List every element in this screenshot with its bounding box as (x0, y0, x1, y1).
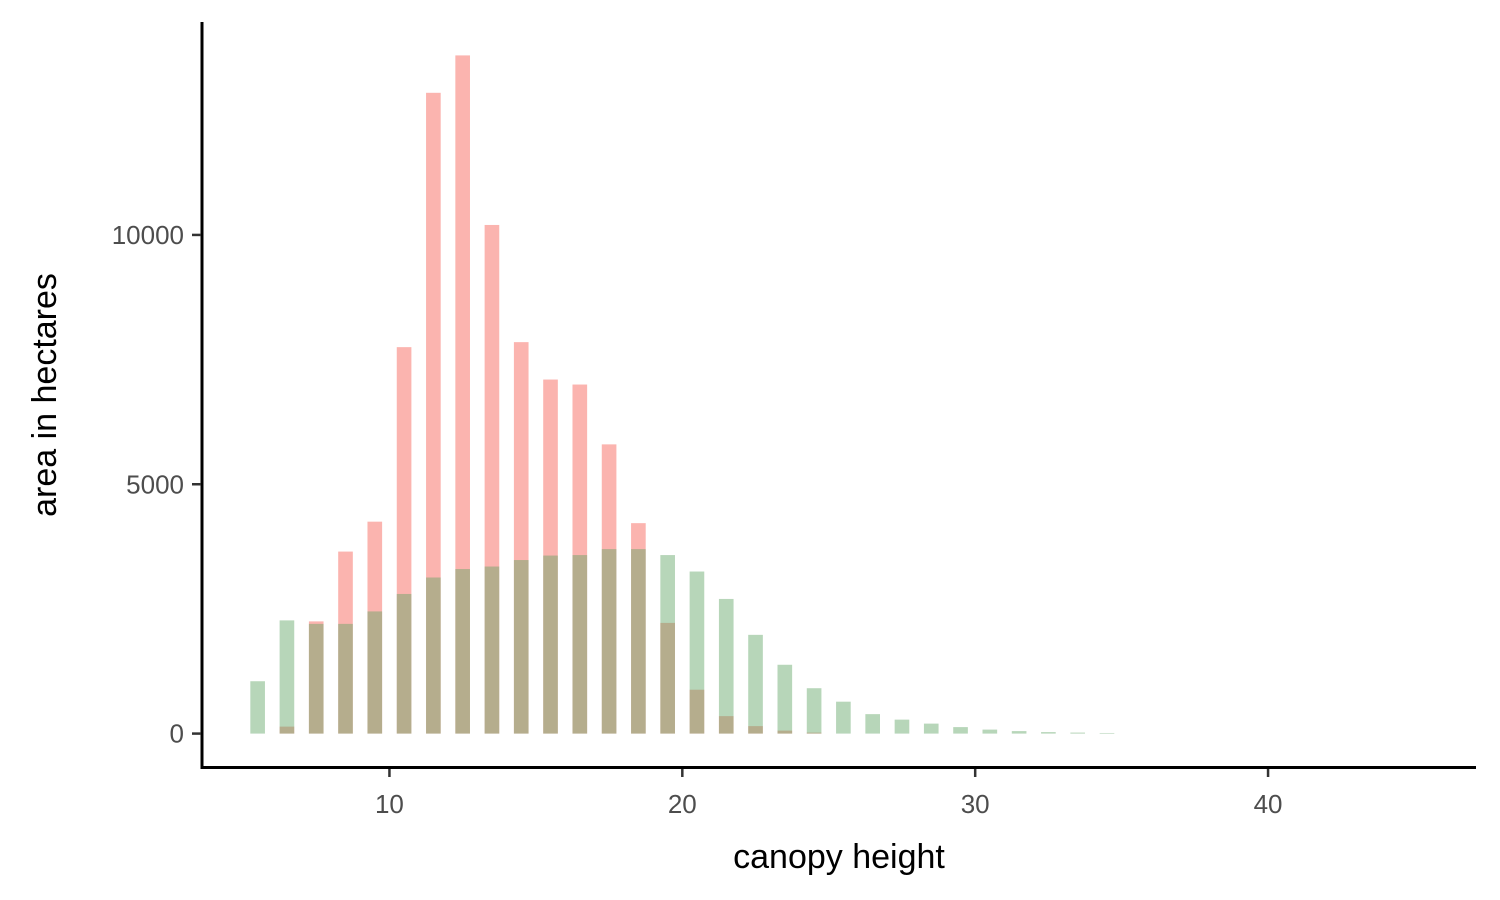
x-tick-label: 30 (961, 789, 990, 819)
x-axis-title: canopy height (733, 838, 945, 876)
bar-series-2-17.5 (601, 549, 617, 734)
x-tick-label: 20 (668, 789, 697, 819)
axes-layer (200, 22, 1476, 769)
bar-series-2-30.5 (982, 729, 998, 734)
x-ticks: 10 20 30 40 (375, 769, 1283, 819)
bar-series-2-20.5 (689, 571, 705, 734)
bar-series-1-19.5 (660, 622, 675, 734)
bar-series-2-27.5 (894, 719, 910, 734)
bar-series-1-11.5 (426, 92, 441, 734)
bar-series-1-21.5 (718, 716, 734, 734)
bar-series-1-9.5 (367, 521, 383, 734)
bar-series-2-22.5 (748, 634, 763, 734)
bar-series-2-9.5 (367, 611, 383, 734)
bar-series-1-15.5 (543, 379, 558, 734)
bar-series-2-15.5 (543, 555, 558, 734)
bar-series-2-11.5 (426, 577, 441, 734)
bar-series-2-34.5 (1099, 732, 1115, 734)
bar-series-1-20.5 (689, 689, 705, 734)
bar-series-2-28.5 (923, 723, 939, 734)
bar-series-1-6.5 (279, 726, 295, 734)
bar-series-2-8.5 (338, 623, 353, 734)
y-tick-label: 0 (170, 719, 184, 749)
bar-series-1-13.5 (484, 224, 500, 734)
bar-series-2-12.5 (455, 569, 470, 734)
bar-series-2-5.5 (250, 681, 265, 734)
y-tick-label: 5000 (126, 469, 184, 499)
bar-series-2-23.5 (777, 664, 793, 734)
y-axis-title: area in hectares (26, 273, 64, 517)
bar-series-2-29.5 (953, 727, 968, 734)
bar-series-2-13.5 (484, 566, 500, 734)
x-tick-label: 10 (375, 789, 404, 819)
bar-series-2-10.5 (396, 593, 412, 734)
bar-series-2-7.5 (308, 623, 324, 734)
bar-series-1-18.5 (631, 523, 646, 734)
bar-series-2-21.5 (718, 598, 734, 734)
y-tick-label: 10000 (112, 220, 184, 250)
bar-series-1-23.5 (777, 730, 793, 734)
bar-series-2-6.5 (279, 620, 295, 734)
x-tick-label: 40 (1254, 789, 1283, 819)
bar-series-1-7.5 (308, 621, 324, 734)
bar-series-1-10.5 (396, 347, 412, 734)
bar-series-1-8.5 (338, 551, 353, 734)
bar-series-2-31.5 (1011, 731, 1027, 734)
bar-series-2-24.5 (806, 688, 822, 734)
bar-series-2-14.5 (513, 560, 529, 734)
bar-series-1-14.5 (513, 342, 529, 734)
bar-series-1-12.5 (455, 55, 470, 734)
bar-series-1-17.5 (601, 444, 617, 734)
bar-series-2-25.5 (836, 701, 851, 734)
bar-series-2-32.5 (1041, 732, 1056, 734)
bar-series-1-22.5 (748, 726, 763, 734)
bar-series-2-33.5 (1070, 732, 1086, 734)
bar-series-2-19.5 (660, 555, 675, 734)
bar-series-2-18.5 (631, 549, 646, 734)
y-ticks: 0 5000 10000 (112, 220, 201, 749)
bar-series-1-16.5 (572, 384, 588, 734)
bar-series-2-16.5 (572, 555, 588, 734)
bars-layer (250, 55, 1115, 734)
bar-series-1-24.5 (806, 732, 822, 734)
bar-series-2-26.5 (865, 714, 880, 734)
